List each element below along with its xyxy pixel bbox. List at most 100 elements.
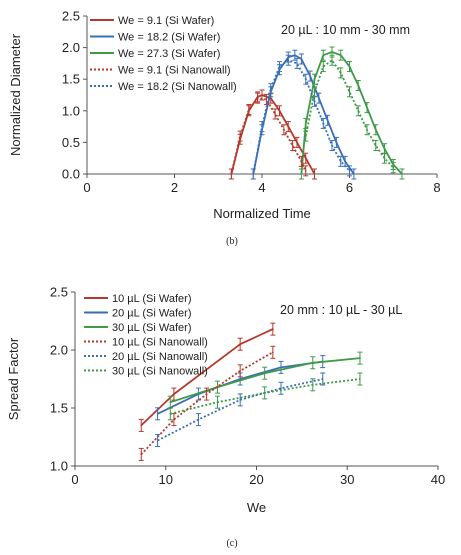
y-tick-label: 0.5 bbox=[62, 135, 80, 150]
data-point bbox=[339, 54, 342, 56]
y-tick-label: 1.0 bbox=[62, 103, 80, 118]
data-point bbox=[140, 424, 143, 427]
series-3 bbox=[228, 92, 309, 180]
x-tick-label: 40 bbox=[431, 472, 445, 487]
legend-entry: We = 18.2 (Si Wafer) bbox=[118, 32, 220, 44]
panel-label-b: (b) bbox=[226, 236, 238, 247]
data-point bbox=[321, 378, 324, 380]
x-tick-label: 30 bbox=[340, 472, 354, 487]
data-point bbox=[272, 351, 274, 354]
data-point bbox=[348, 65, 351, 68]
data-point bbox=[287, 125, 290, 128]
y-tick-label: 1.5 bbox=[62, 72, 80, 87]
data-point bbox=[366, 128, 368, 131]
data-point bbox=[357, 110, 360, 112]
x-tick-label: 2 bbox=[171, 180, 178, 195]
data-point bbox=[156, 439, 159, 442]
series-line bbox=[252, 59, 351, 175]
data-point bbox=[256, 97, 259, 99]
legend-entry: We = 18.2 (Si Nanowall) bbox=[118, 81, 237, 93]
data-point bbox=[311, 361, 314, 364]
data-point bbox=[291, 144, 294, 147]
data-point bbox=[287, 59, 290, 62]
data-point bbox=[216, 401, 219, 404]
y-tick-label: 1.0 bbox=[50, 459, 68, 474]
y-tick-label: 2.0 bbox=[50, 343, 68, 358]
data-point bbox=[383, 147, 386, 150]
x-tick-label: 4 bbox=[258, 180, 265, 195]
x-tick-label: 8 bbox=[433, 180, 440, 195]
y-tick-label: 0.0 bbox=[62, 167, 80, 182]
series-5 bbox=[167, 372, 363, 421]
data-point bbox=[230, 173, 233, 175]
series-3 bbox=[138, 345, 276, 461]
data-point bbox=[339, 160, 342, 163]
data-point bbox=[313, 91, 316, 93]
data-point bbox=[274, 113, 276, 115]
series-line bbox=[304, 59, 394, 169]
series-2 bbox=[298, 46, 405, 180]
data-point bbox=[278, 65, 281, 68]
data-point bbox=[300, 173, 303, 175]
data-point bbox=[300, 160, 303, 163]
x-tick-label: 0 bbox=[71, 472, 78, 487]
data-point bbox=[197, 418, 200, 421]
series-5 bbox=[303, 54, 396, 174]
data-point bbox=[383, 157, 386, 159]
x-axis-title: Normalized Time bbox=[213, 206, 311, 221]
data-point bbox=[300, 58, 303, 60]
data-point bbox=[335, 141, 338, 144]
data-point bbox=[326, 119, 329, 122]
data-point bbox=[339, 72, 342, 74]
data-point bbox=[261, 125, 263, 128]
data-point bbox=[304, 135, 307, 137]
chart-c: 0 10 20 30 40 1.0 1.5 2.0 2.5 We Spread Factor 20 m… bbox=[6, 285, 445, 516]
series-4 bbox=[250, 54, 352, 180]
data-point bbox=[353, 173, 355, 175]
y-tick-label: 2.5 bbox=[50, 285, 68, 300]
data-point bbox=[239, 135, 241, 137]
data-point bbox=[304, 122, 307, 125]
data-point bbox=[331, 51, 333, 53]
y-tick-label: 2.0 bbox=[62, 40, 80, 55]
data-point bbox=[313, 100, 316, 103]
data-point bbox=[304, 157, 307, 159]
data-point bbox=[173, 418, 175, 421]
legend-entry: We = 27.3 (Si Wafer) bbox=[118, 48, 220, 60]
data-point bbox=[265, 98, 268, 101]
data-point bbox=[322, 122, 325, 125]
data-point bbox=[322, 65, 325, 68]
data-point bbox=[374, 128, 377, 131]
data-point bbox=[140, 453, 143, 456]
data-point bbox=[348, 170, 351, 172]
legend-entry: We = 9.1 (Si Wafer) bbox=[118, 15, 214, 27]
legend-entry: 20 µL (Si Nanowall) bbox=[112, 351, 208, 363]
data-point bbox=[261, 94, 263, 96]
data-point bbox=[318, 97, 320, 99]
x-tick-label: 6 bbox=[346, 180, 353, 195]
data-point bbox=[374, 144, 377, 147]
legend-entry: 20 µL (Si Wafer) bbox=[112, 308, 192, 320]
data-point bbox=[348, 91, 351, 93]
series-line bbox=[230, 97, 307, 175]
series-line bbox=[300, 51, 403, 175]
data-point bbox=[322, 54, 325, 56]
data-point bbox=[169, 401, 172, 404]
data-point bbox=[278, 110, 281, 112]
data-point bbox=[304, 78, 307, 80]
data-point bbox=[357, 84, 360, 87]
data-point bbox=[156, 413, 159, 415]
legend-entry: We = 9.1 (Si Nanowall) bbox=[118, 65, 231, 77]
data-point bbox=[239, 399, 241, 401]
y-axis-title: Spread Factor bbox=[6, 337, 21, 420]
data-point bbox=[294, 54, 296, 56]
data-point bbox=[280, 366, 282, 369]
x-tick-label: 20 bbox=[249, 472, 263, 487]
y-axis-title: Normalized Diameter bbox=[8, 33, 23, 156]
data-point bbox=[296, 141, 298, 144]
data-point bbox=[283, 128, 285, 131]
data-point bbox=[205, 393, 208, 395]
data-point bbox=[272, 328, 274, 330]
x-axis-title: We bbox=[247, 500, 266, 515]
